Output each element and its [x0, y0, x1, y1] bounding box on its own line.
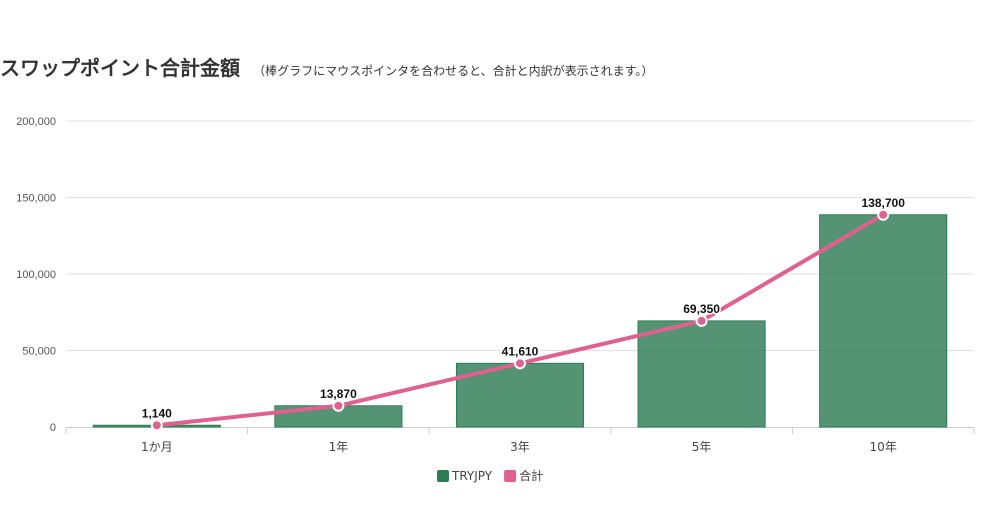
- x-tick-label: 1年: [329, 440, 349, 454]
- data-label: 41,610: [502, 344, 539, 358]
- chart-header: スワップポイント合計金額 （棒グラフにマウスポインタを合わせると、合計と内訳が表…: [0, 52, 653, 81]
- line-point[interactable]: [332, 399, 345, 412]
- data-label: 69,350: [683, 302, 720, 316]
- line-point[interactable]: [150, 419, 163, 432]
- y-tick-label: 0: [50, 422, 56, 434]
- legend[interactable]: TRYJPY 合計: [437, 468, 543, 483]
- y-tick-label: 50,000: [22, 346, 56, 358]
- label-layer: 1,140 13,870 41,610 69,350 138,700: [140, 194, 906, 421]
- data-label: 13,870: [320, 387, 357, 401]
- bar[interactable]: [819, 214, 948, 428]
- legend-swatch[interactable]: [437, 470, 449, 482]
- bar[interactable]: [455, 362, 585, 428]
- line-point[interactable]: [695, 314, 708, 327]
- y-tick-label: 100,000: [16, 269, 56, 281]
- x-tick-label: 10年: [870, 440, 897, 454]
- chart-title: スワップポイント合計金額: [0, 56, 240, 80]
- data-label: 138,700: [862, 196, 906, 210]
- line-layer: [150, 208, 890, 432]
- legend-label[interactable]: 合計: [519, 468, 543, 483]
- line-point[interactable]: [514, 357, 526, 370]
- x-tick-label: 1か月: [141, 440, 173, 454]
- legend-label[interactable]: TRYJPY: [451, 469, 493, 483]
- data-label: 1,140: [142, 406, 172, 420]
- x-tick-label: 3年: [510, 440, 530, 454]
- legend-swatch[interactable]: [504, 470, 517, 482]
- bar[interactable]: [637, 320, 766, 428]
- y-tick-label: 150,000: [16, 193, 56, 205]
- chart-subtitle: （棒グラフにマウスポインタを合わせると、合計と内訳が表示されます。）: [253, 64, 654, 78]
- y-tick-label: 200,000: [16, 116, 56, 128]
- bar-layer[interactable]: [92, 214, 948, 428]
- x-tick-label: 5年: [692, 440, 712, 454]
- line-point[interactable]: [877, 208, 890, 221]
